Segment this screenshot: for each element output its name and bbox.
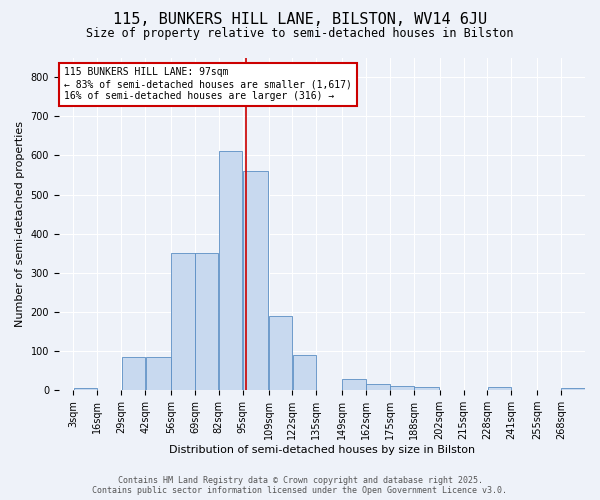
Bar	[146, 357, 170, 390]
Bar	[367, 384, 389, 390]
X-axis label: Distribution of semi-detached houses by size in Bilston: Distribution of semi-detached houses by …	[169, 445, 475, 455]
Bar	[195, 253, 218, 390]
Bar	[219, 152, 242, 390]
Bar	[293, 355, 316, 390]
Text: Contains HM Land Registry data © Crown copyright and database right 2025.
Contai: Contains HM Land Registry data © Crown c…	[92, 476, 508, 495]
Bar	[488, 388, 511, 390]
Bar	[172, 253, 194, 390]
Bar	[74, 388, 97, 390]
Bar	[343, 380, 365, 390]
Text: Size of property relative to semi-detached houses in Bilston: Size of property relative to semi-detach…	[86, 28, 514, 40]
Bar	[269, 316, 292, 390]
Text: 115 BUNKERS HILL LANE: 97sqm
← 83% of semi-detached houses are smaller (1,617)
1: 115 BUNKERS HILL LANE: 97sqm ← 83% of se…	[64, 68, 352, 100]
Bar	[391, 386, 413, 390]
Text: 115, BUNKERS HILL LANE, BILSTON, WV14 6JU: 115, BUNKERS HILL LANE, BILSTON, WV14 6J…	[113, 12, 487, 28]
Y-axis label: Number of semi-detached properties: Number of semi-detached properties	[15, 121, 25, 327]
Bar	[414, 387, 439, 390]
Bar	[243, 171, 268, 390]
Bar	[562, 388, 584, 390]
Bar	[122, 357, 145, 390]
